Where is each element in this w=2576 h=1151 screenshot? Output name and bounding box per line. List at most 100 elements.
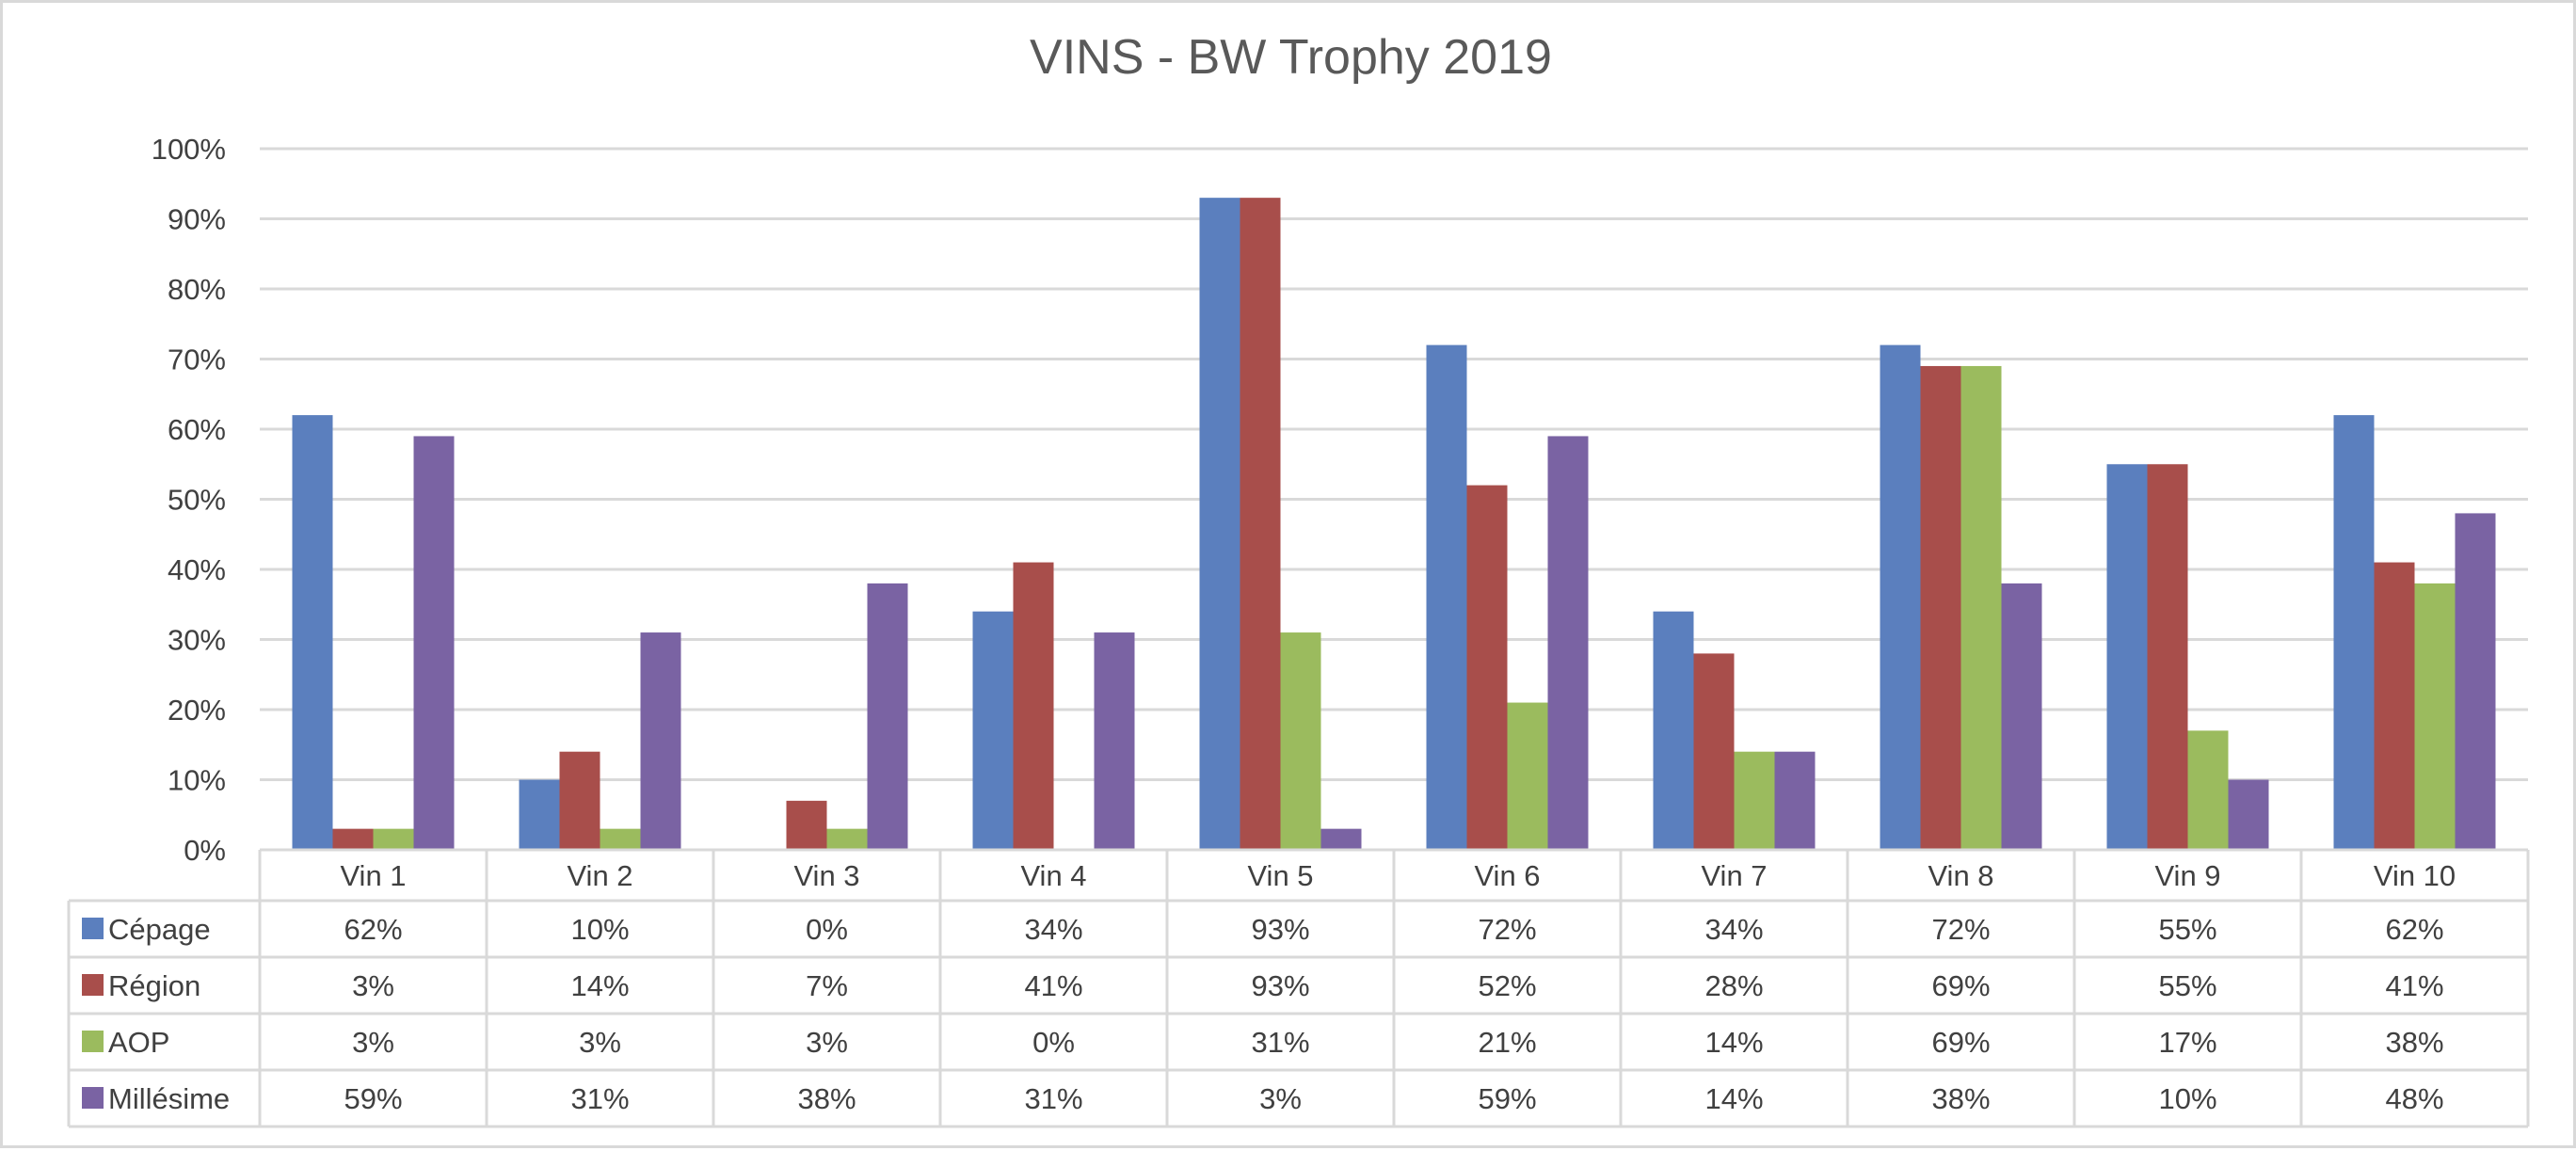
data-label: 3% (579, 1026, 621, 1059)
bar-chart: 0% 10% 20% 30% 40% 50% 60% 70% 80% 90% 100% Vin 1 Vi… (67, 133, 2530, 1128)
bar (2455, 513, 2496, 850)
data-label: 62% (2385, 913, 2443, 946)
y-tick-label: 30% (168, 624, 226, 657)
y-tick-label: 10% (168, 764, 226, 797)
bar (826, 828, 868, 850)
bar (1094, 632, 1135, 850)
bar (1466, 485, 1508, 850)
bar (559, 751, 600, 850)
data-label: 28% (1704, 969, 1763, 1002)
bar (1013, 562, 1054, 850)
bar (1547, 436, 1589, 850)
data-label: 38% (1931, 1082, 1990, 1115)
bar (373, 828, 414, 850)
data-label: 0% (806, 913, 848, 946)
y-tick-label: 70% (168, 344, 226, 376)
data-label: 41% (1024, 969, 1082, 1002)
bar (1320, 828, 1362, 850)
bar (1880, 344, 1921, 851)
legend-label: Millésime (108, 1082, 230, 1115)
bar (2187, 730, 2229, 850)
chart-title: VINS - BW Trophy 2019 (1030, 30, 1552, 85)
bar (1774, 751, 1816, 850)
y-tick-label: 50% (168, 484, 226, 517)
data-label: 7% (806, 969, 848, 1002)
bar (2228, 779, 2269, 850)
bar (1734, 751, 1775, 850)
bar (1653, 611, 1694, 850)
x-tick-label: Vin 4 (1020, 859, 1086, 892)
data-label: 93% (1251, 969, 1309, 1002)
data-label: 59% (344, 1082, 402, 1115)
legend-key (82, 974, 104, 996)
data-label: 0% (1032, 1026, 1075, 1059)
bar (1960, 365, 2002, 850)
data-label: 55% (2158, 913, 2216, 946)
x-tick-label: Vin 2 (567, 859, 632, 892)
bar (600, 828, 641, 850)
y-tick-label: 40% (168, 553, 226, 586)
bar (1240, 198, 1281, 850)
x-tick-label: Vin 5 (1247, 859, 1313, 892)
data-label: 14% (1704, 1026, 1763, 1059)
bar (2333, 415, 2375, 850)
y-tick-label: 100% (152, 133, 226, 166)
bar (867, 583, 908, 850)
data-label: 72% (1478, 913, 1536, 946)
data-label: 93% (1251, 913, 1309, 946)
data-label: 62% (344, 913, 402, 946)
data-label: 52% (1478, 969, 1536, 1002)
x-tick-label: Vin 8 (1928, 859, 1993, 892)
legend-key (82, 1087, 104, 1109)
y-tick-label: 80% (168, 273, 226, 306)
y-tick-label: 60% (168, 413, 226, 446)
y-tick-label: 20% (168, 694, 226, 727)
data-label: 38% (2385, 1026, 2443, 1059)
data-label: 10% (570, 913, 629, 946)
x-tick-label: Vin 7 (1701, 859, 1767, 892)
legend-key (82, 1031, 104, 1052)
x-tick-label: Vin 10 (2374, 859, 2456, 892)
data-label: 34% (1704, 913, 1763, 946)
bar (640, 632, 681, 850)
data-label: 14% (1704, 1082, 1763, 1115)
x-tick-label: Vin 1 (340, 859, 406, 892)
data-label: 21% (1478, 1026, 1536, 1059)
bar (2147, 464, 2188, 850)
legend-key (82, 918, 104, 939)
data-label: 55% (2158, 969, 2216, 1002)
data-label: 3% (352, 1026, 394, 1059)
bar (519, 779, 560, 850)
data-label: 31% (1251, 1026, 1309, 1059)
data-label: 10% (2158, 1082, 2216, 1115)
data-label: 3% (806, 1026, 848, 1059)
bar (292, 415, 333, 850)
data-label: 3% (352, 969, 394, 1002)
bar (2414, 583, 2456, 850)
legend-label: Cépage (108, 913, 211, 946)
bar (1920, 365, 1961, 850)
data-label: 72% (1931, 913, 1990, 946)
bar (2374, 562, 2415, 850)
bar (1507, 702, 1548, 850)
bar (2001, 583, 2042, 850)
data-label: 31% (1024, 1082, 1082, 1115)
bar (2106, 464, 2148, 850)
bar (1199, 198, 1240, 850)
x-tick-label: Vin 6 (1474, 859, 1540, 892)
data-label: 41% (2385, 969, 2443, 1002)
y-tick-label: 0% (184, 834, 226, 867)
x-tick-label: Vin 9 (2154, 859, 2220, 892)
bar (413, 436, 455, 850)
bar (1693, 653, 1735, 850)
bar (786, 800, 827, 850)
bar (1280, 632, 1321, 850)
bar (332, 828, 374, 850)
data-label: 59% (1478, 1082, 1536, 1115)
legend-label: AOP (108, 1026, 169, 1059)
data-label: 69% (1931, 969, 1990, 1002)
data-label: 69% (1931, 1026, 1990, 1059)
bar (972, 611, 1014, 850)
data-label: 17% (2158, 1026, 2216, 1059)
